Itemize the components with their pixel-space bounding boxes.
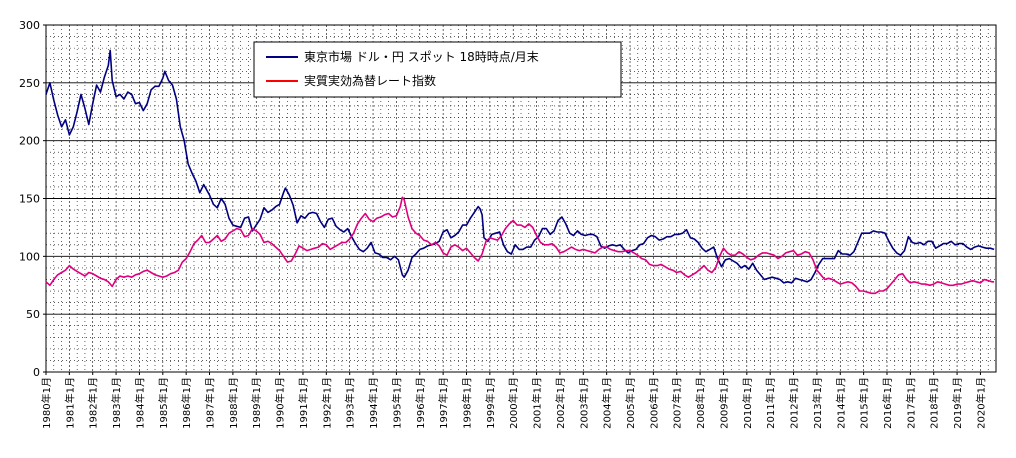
series bbox=[45, 49, 995, 295]
y-tick-label: 200 bbox=[19, 135, 40, 148]
x-tick-label: 1981年1月 bbox=[63, 377, 76, 429]
x-tick-label: 1988年1月 bbox=[227, 377, 240, 429]
x-tick-label: 2006年1月 bbox=[647, 377, 660, 429]
x-tick-label: 1989年1月 bbox=[250, 377, 263, 429]
x-tick-label: 1987年1月 bbox=[204, 377, 217, 429]
x-tick-label: 1985年1月 bbox=[157, 377, 170, 429]
x-tick-label: 1999年1月 bbox=[484, 377, 497, 429]
x-tick-label: 2017年1月 bbox=[904, 377, 917, 429]
legend-label-usd-jpy: 東京市場 ドル・円 スポット 18時時点/月末 bbox=[304, 49, 539, 64]
x-tick-label: 1997年1月 bbox=[437, 377, 450, 429]
y-axis: 0 50 100 150 200 250 300 bbox=[19, 19, 46, 379]
x-tick-label: 2014年1月 bbox=[834, 377, 847, 429]
x-tick-label: 1980年1月 bbox=[40, 377, 53, 429]
x-tick-label: 2019年1月 bbox=[951, 377, 964, 429]
x-tick-label: 1991年1月 bbox=[297, 377, 310, 429]
x-tick-label: 2003年1月 bbox=[577, 377, 590, 429]
x-axis: 1980年1月 1981年1月 1982年1月 1983年1月 1984年1月 1985年… bbox=[40, 372, 987, 429]
x-tick-label: 2007年1月 bbox=[671, 377, 684, 429]
x-tick-label: 2002年1月 bbox=[554, 377, 567, 429]
series-line-usd-jpy bbox=[45, 49, 995, 284]
legend: 東京市場 ドル・円 スポット 18時時点/月末 実質実効為替レート指数 bbox=[253, 41, 622, 98]
x-tick-label: 1996年1月 bbox=[414, 377, 427, 429]
y-tick-label: 250 bbox=[19, 77, 40, 90]
y-tick-label: 300 bbox=[19, 19, 40, 32]
series-line-reer bbox=[45, 196, 995, 295]
x-tick-label: 1990年1月 bbox=[274, 377, 287, 429]
x-tick-label: 2013年1月 bbox=[811, 377, 824, 429]
x-tick-label: 1995年1月 bbox=[390, 377, 403, 429]
y-tick-label: 50 bbox=[26, 308, 40, 321]
x-tick-label: 1986年1月 bbox=[180, 377, 193, 429]
y-tick-label: 0 bbox=[33, 366, 40, 379]
x-tick-label: 2015年1月 bbox=[858, 377, 871, 429]
x-tick-label: 2000年1月 bbox=[507, 377, 520, 429]
x-tick-label: 1993年1月 bbox=[344, 377, 357, 429]
x-tick-label: 1984年1月 bbox=[133, 377, 146, 429]
x-tick-label: 2018年1月 bbox=[928, 377, 941, 429]
x-tick-label: 2010年1月 bbox=[741, 377, 754, 429]
x-tick-label: 2001年1月 bbox=[531, 377, 544, 429]
x-tick-label: 1983年1月 bbox=[110, 377, 123, 429]
x-tick-label: 2004年1月 bbox=[601, 377, 614, 429]
legend-label-reer: 実質実効為替レート指数 bbox=[304, 73, 436, 88]
x-tick-label: 1992年1月 bbox=[320, 377, 333, 429]
x-tick-label: 2016年1月 bbox=[881, 377, 894, 429]
x-tick-label: 1998年1月 bbox=[460, 377, 473, 429]
x-tick-label: 1982年1月 bbox=[87, 377, 100, 429]
y-tick-label: 100 bbox=[19, 250, 40, 263]
x-tick-label: 2005年1月 bbox=[624, 377, 637, 429]
x-tick-label: 1994年1月 bbox=[367, 377, 380, 429]
x-tick-label: 2008年1月 bbox=[694, 377, 707, 429]
legend-box bbox=[253, 41, 622, 98]
x-tick-label: 2011年1月 bbox=[764, 377, 777, 429]
x-tick-label: 2009年1月 bbox=[717, 377, 730, 429]
x-tick-label: 2012年1月 bbox=[788, 377, 801, 429]
y-tick-label: 150 bbox=[19, 193, 40, 206]
x-tick-label: 2020年1月 bbox=[974, 377, 987, 429]
